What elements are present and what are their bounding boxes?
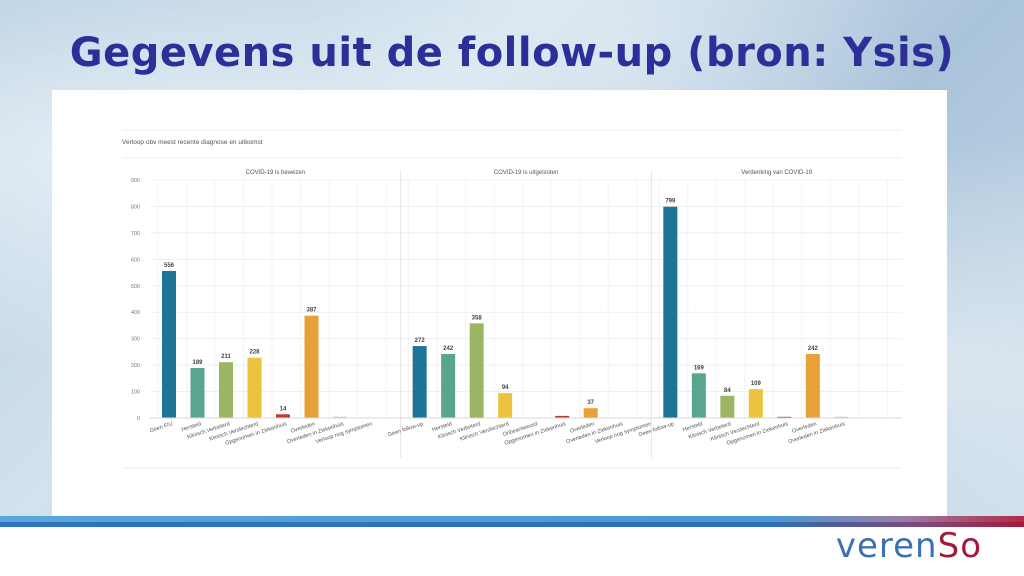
panel-title: COVID-19 is bewezen bbox=[246, 170, 305, 176]
panel-title: COVID-19 is uitgesloten bbox=[494, 170, 558, 176]
footer-band-dark bbox=[0, 522, 1024, 527]
bar-value-label: 94 bbox=[502, 385, 509, 391]
bar-value-label: 84 bbox=[724, 388, 731, 394]
bar-value-label: 387 bbox=[306, 308, 317, 314]
bar bbox=[691, 373, 706, 418]
bar bbox=[441, 354, 456, 418]
bar-value-label: 14 bbox=[280, 406, 287, 412]
bar-value-label: 37 bbox=[587, 400, 594, 406]
logo-text-part1: veren bbox=[835, 526, 938, 566]
bar-value-label: 228 bbox=[249, 350, 260, 356]
bar bbox=[469, 323, 484, 418]
footer-band-light bbox=[0, 516, 1024, 522]
y-tick-label: 100 bbox=[131, 390, 140, 396]
bar bbox=[162, 270, 176, 418]
panel-title: Verdenking van COVID-19 bbox=[741, 170, 812, 176]
bar-value-label: 109 bbox=[751, 381, 762, 387]
category-label: Geen follow-up bbox=[387, 421, 424, 438]
y-tick-label: 900 bbox=[131, 178, 140, 184]
category-label: Geen F/U bbox=[149, 421, 174, 434]
bar-value-label: 358 bbox=[472, 315, 483, 321]
bar-value-label: 242 bbox=[808, 346, 819, 352]
bar-value-label: 189 bbox=[192, 360, 203, 366]
y-tick-label: 600 bbox=[131, 257, 140, 263]
bar-value-label: 211 bbox=[221, 354, 231, 360]
bar bbox=[219, 362, 233, 418]
bar bbox=[583, 408, 598, 418]
bar bbox=[190, 368, 205, 418]
bar-value-label: 799 bbox=[665, 199, 676, 205]
y-tick-label: 0 bbox=[137, 416, 140, 422]
bar bbox=[304, 315, 319, 418]
bar-value-label: 272 bbox=[415, 338, 426, 344]
logo-text-part2: So bbox=[937, 526, 982, 566]
bar bbox=[412, 346, 427, 418]
y-tick-label: 700 bbox=[131, 231, 140, 237]
y-tick-label: 400 bbox=[131, 310, 140, 316]
bar-value-label: 242 bbox=[443, 346, 454, 352]
chart-panel: Verloop obv meest recente diagnose en ui… bbox=[52, 90, 947, 516]
bar bbox=[247, 357, 262, 418]
bar-value-label: 556 bbox=[164, 263, 175, 269]
y-tick-label: 300 bbox=[131, 337, 140, 343]
verenso-logo: verenSo bbox=[836, 526, 982, 566]
bar bbox=[720, 395, 735, 418]
bar bbox=[663, 206, 678, 418]
bar bbox=[555, 415, 570, 418]
bar-value-label: 169 bbox=[694, 365, 705, 371]
bar bbox=[276, 414, 290, 418]
chart-title: Verloop obv meest recente diagnose en ui… bbox=[122, 139, 263, 146]
bar-chart: Verloop obv meest recente diagnose en ui… bbox=[122, 129, 902, 469]
bar bbox=[748, 389, 763, 418]
bar bbox=[498, 393, 513, 418]
slide-title: Gegevens uit de follow-up (bron: Ysis) bbox=[69, 30, 955, 76]
bar bbox=[834, 416, 849, 418]
y-tick-label: 800 bbox=[131, 204, 140, 210]
y-tick-label: 500 bbox=[131, 284, 140, 290]
bar bbox=[805, 354, 820, 418]
bar bbox=[777, 416, 792, 418]
y-tick-label: 200 bbox=[131, 363, 140, 369]
bar bbox=[333, 416, 347, 418]
